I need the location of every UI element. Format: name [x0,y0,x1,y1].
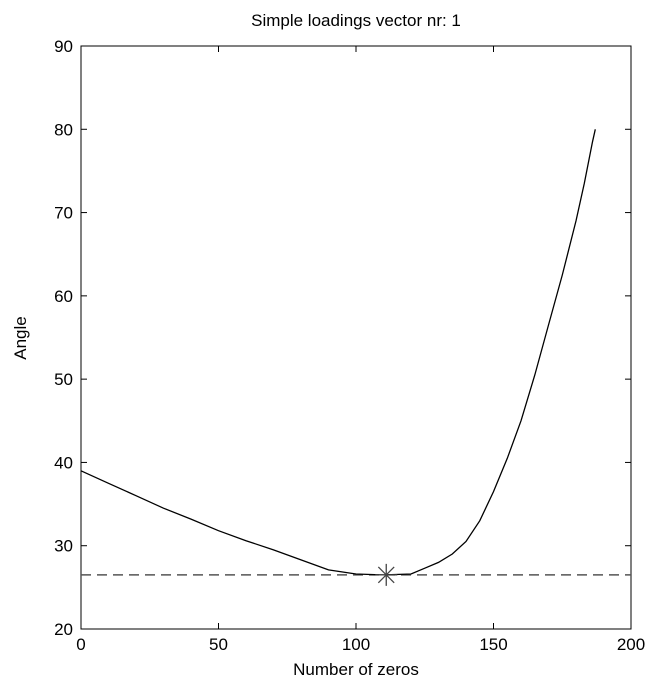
marker-layer [375,563,398,586]
series-layer [80,129,596,576]
marker-stroke [377,566,395,584]
minimum-marker [375,563,398,586]
plot-area [80,45,632,630]
y-axis-tick-labels: 20 30 40 50 60 70 80 90 [54,37,73,639]
series-line [80,129,596,576]
x-tick-label: 0 [76,635,85,654]
axis-ticks [80,45,632,630]
x-tick-label: 150 [479,635,507,654]
y-tick-label: 20 [54,620,73,639]
x-tick-label: 50 [209,635,228,654]
x-axis-tick-labels: 0 50 100 150 200 [76,635,645,654]
y-tick-label: 80 [54,120,73,139]
y-tick-label: 40 [54,453,73,472]
y-axis-title: Angle [11,316,30,359]
y-tick-label: 30 [54,537,73,556]
x-axis-title: Number of zeros [293,660,419,679]
y-tick-label: 50 [54,370,73,389]
chart-title: Simple loadings vector nr: 1 [251,11,461,30]
x-tick-label: 100 [342,635,370,654]
y-tick-label: 90 [54,37,73,56]
y-tick-label: 60 [54,287,73,306]
y-tick-label: 70 [54,204,73,223]
x-tick-label: 200 [617,635,645,654]
